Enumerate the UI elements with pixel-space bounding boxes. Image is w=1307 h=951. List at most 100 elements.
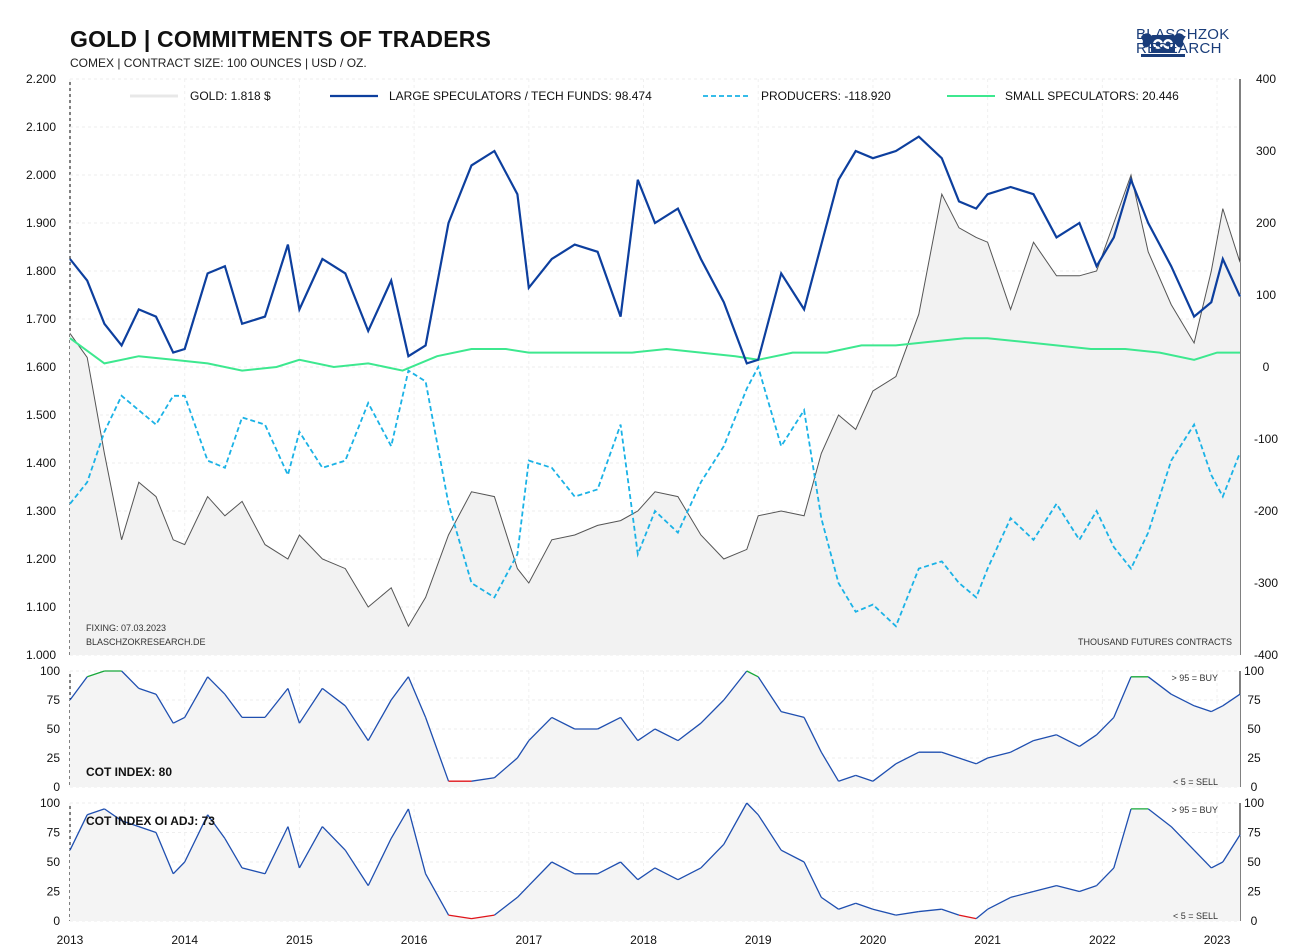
cot-index-segment	[637, 728, 656, 742]
cot-index-segment	[1113, 676, 1132, 718]
right-tick-label: -100	[1254, 432, 1278, 446]
x-tick-label: 2020	[860, 933, 887, 947]
cot-index-oi-segment	[155, 832, 174, 875]
cot-index-oi-area	[70, 803, 1240, 921]
cot-index-label: COT INDEX: 80	[86, 765, 172, 779]
cot-index-oi-segment	[528, 861, 553, 887]
left-tick-label: 1.100	[26, 600, 56, 614]
x-tick-label: 2023	[1204, 933, 1231, 947]
cot-index-oi-segment	[344, 849, 369, 886]
cot-index-segment	[424, 717, 450, 782]
cot-index-oi-segment	[551, 861, 576, 875]
cot-index-oi-segment	[448, 914, 472, 920]
cot-index-oi-left-tick: 0	[53, 914, 60, 928]
cot-index-oi-sell-label: < 5 = SELL	[1173, 911, 1218, 921]
legend-large-spec-label: LARGE SPECULATORS / TECH FUNDS: 98.474	[389, 89, 652, 103]
left-tick-label: 1.500	[26, 408, 56, 422]
cot-index-segment	[838, 774, 856, 782]
cot-index-left-tick: 25	[47, 751, 61, 765]
cot-index-oi-segment	[1056, 884, 1080, 893]
cot-index-oi-segment	[390, 808, 409, 839]
cot-index-oi-segment	[86, 808, 105, 816]
cot-index-right-tick: 0	[1251, 780, 1258, 794]
x-tick-label: 2014	[171, 933, 198, 947]
cot-index-oi-segment	[1079, 884, 1097, 893]
cot-index-segment	[620, 717, 639, 741]
cot-index-oi-left-tick: 50	[47, 855, 61, 869]
x-tick-label: 2013	[57, 933, 84, 947]
cot-index-oi-segment	[820, 896, 839, 910]
cot-index-segment	[407, 676, 427, 718]
cot-index-segment	[172, 716, 185, 724]
cot-index-oi-segment	[1222, 834, 1241, 863]
cot-index-segment	[390, 676, 409, 701]
cot-index-segment	[975, 757, 988, 765]
cot-index-segment	[121, 670, 140, 689]
logo-icon	[1141, 33, 1185, 57]
right-tick-label: -300	[1254, 576, 1278, 590]
gold-area	[70, 175, 1240, 655]
logo-line-1: BLASCHZOK	[1136, 26, 1230, 43]
cot-index-oi-segment	[597, 861, 621, 875]
fixing-note: FIXING: 07.03.2023	[86, 623, 166, 633]
cot-index-oi-segment	[241, 867, 266, 875]
chart-title: GOLD | COMMITMENTS OF TRADERS	[70, 26, 492, 52]
cot-index-oi-segment	[172, 861, 186, 875]
left-tick-label: 2.200	[26, 72, 56, 86]
cot-index-oi-segment	[367, 838, 392, 886]
cot-index-segment	[895, 751, 920, 765]
cot-index-segment	[1147, 676, 1172, 695]
cot-index-right-tick: 100	[1244, 664, 1264, 678]
cot-index-oi-segment	[121, 820, 140, 828]
cot-index-oi-segment	[1170, 826, 1195, 851]
cot-index-oi-segment	[69, 814, 88, 851]
cot-index-oi-segment	[207, 814, 226, 839]
cot-index-segment	[493, 757, 518, 779]
cot-index-segment	[86, 670, 105, 678]
cot-index-sell-label: < 5 = SELL	[1173, 777, 1218, 787]
cot-index-left-tick: 50	[47, 722, 61, 736]
cot-index-oi-segment	[1113, 808, 1132, 869]
logo-line-2: RESEARCH	[1136, 40, 1222, 57]
cot-index-oi-left-tick: 75	[47, 826, 61, 840]
cot-index-oi-segment	[516, 885, 530, 898]
right-tick-label: 200	[1256, 216, 1276, 230]
cot-index-segment	[723, 670, 748, 701]
cot-index-left-tick: 0	[53, 780, 60, 794]
cot-index-buy-label: > 95 = BUY	[1171, 673, 1218, 683]
cot-index-segment	[820, 751, 840, 782]
units-note: THOUSAND FUTURES CONTRACTS	[1078, 637, 1232, 647]
cot-index-segment	[264, 687, 289, 718]
right-tick-label: 100	[1256, 288, 1276, 302]
left-tick-label: 1.000	[26, 648, 56, 662]
left-tick-label: 1.800	[26, 264, 56, 278]
cot-index-segment	[1222, 693, 1241, 707]
cot-index-oi-segment	[723, 802, 748, 845]
cot-index-left-tick: 100	[40, 664, 60, 678]
producers-line	[69, 364, 1241, 628]
cot-index-oi-segment	[425, 873, 450, 916]
cot-index-right-tick: 50	[1247, 722, 1261, 736]
cot-index-segment	[872, 763, 897, 782]
cot-index-segment	[287, 688, 301, 724]
legend-producers-label: PRODUCERS: -118.920	[761, 89, 891, 103]
left-tick-label: 2.100	[26, 120, 56, 134]
legend-gold-label: GOLD: 1.818 $	[190, 89, 271, 103]
cot-index-oi-segment	[138, 825, 157, 834]
cot-index-segment	[958, 757, 977, 765]
cot-index-segment	[224, 693, 243, 718]
x-tick-label: 2017	[515, 933, 542, 947]
cot-index-oi-segment	[104, 808, 122, 822]
cot-index-oi-segment	[941, 908, 960, 916]
cot-index-oi-segment	[838, 902, 856, 910]
cot-index-segment	[597, 716, 621, 730]
left-tick-label: 1.300	[26, 504, 56, 518]
right-tick-label: -400	[1254, 648, 1278, 662]
cot-index-oi-segment	[494, 896, 518, 916]
cot-index-oi-label: COT INDEX OI ADJ: 73	[86, 814, 215, 828]
right-tick-label: 0	[1263, 360, 1270, 374]
cot-index-right-tick: 25	[1247, 751, 1261, 765]
logo-text: BLASCHZOK RESEARCH	[1136, 26, 1230, 57]
left-tick-label: 1.400	[26, 456, 56, 470]
cot-index-segment	[321, 687, 346, 707]
